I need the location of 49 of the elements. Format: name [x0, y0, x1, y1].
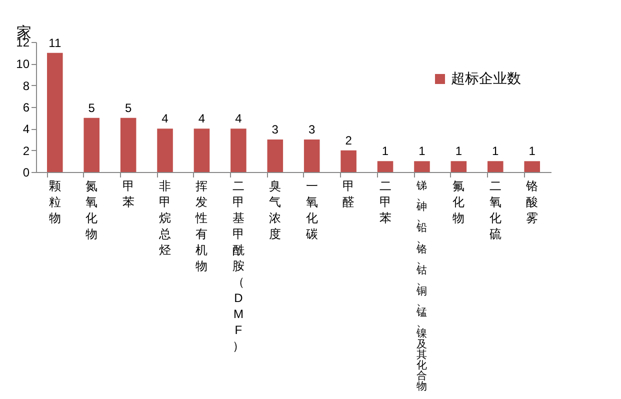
bar: [340, 150, 356, 172]
data-label: 3: [272, 122, 279, 136]
data-label: 1: [382, 144, 389, 158]
y-tick-label: 0: [22, 166, 30, 180]
x-tick-label: 甲苯: [122, 179, 134, 209]
data-label: 1: [492, 144, 500, 158]
data-label: 4: [198, 112, 206, 126]
x-tick-label: 一氧化碳: [304, 179, 318, 241]
bar: [47, 52, 63, 172]
x-tick-label: 氮氧化物: [86, 179, 98, 241]
bar: [524, 161, 540, 172]
category-label: 二甲基甲酰胺（DMF）: [232, 179, 244, 353]
bar: [377, 161, 394, 172]
x-tick-label: 臭气浓度: [269, 179, 282, 241]
data-label: 4: [235, 112, 242, 126]
x-tick-label: 挥发性有机物: [194, 179, 208, 273]
bar: [84, 118, 100, 172]
bar: [450, 161, 467, 172]
bar: [267, 140, 284, 172]
x-tick-label: 二甲苯: [379, 179, 392, 225]
data-label: 1: [418, 144, 426, 158]
x-tick-label: 颗粒物: [48, 179, 61, 225]
bar: [414, 161, 430, 172]
data-label: 11: [48, 36, 62, 50]
y-tick-label: 10: [16, 57, 30, 72]
x-tick-label: 铬酸雾: [525, 179, 538, 225]
data-label: 1: [528, 144, 536, 158]
data-label: 5: [88, 100, 96, 115]
data-label: 5: [124, 100, 132, 115]
category-label: 锑、砷、铅、铬、钴、铜、锰、镍及其化合物: [416, 180, 428, 392]
x-tick-label: 氟化物: [452, 179, 465, 225]
y-tick-label: 6: [22, 100, 30, 114]
x-tick-label: 二氧化硫: [489, 179, 502, 241]
bar: [194, 128, 210, 172]
data-label: 1: [455, 144, 462, 158]
x-tick-label: 非甲烷总烃: [158, 179, 172, 257]
data-label: 3: [308, 122, 316, 136]
bar: [487, 161, 504, 172]
bar: [157, 128, 173, 172]
bar: [304, 140, 320, 172]
data-label: 4: [162, 112, 169, 126]
bar: [230, 128, 246, 172]
y-tick-label: 4: [22, 122, 30, 136]
data-label: 2: [345, 133, 352, 148]
legend-label: 超标企业数: [451, 70, 521, 86]
x-tick-label: 甲醛: [342, 179, 355, 209]
y-tick-label: 2: [22, 144, 30, 158]
y-tick-label: 8: [22, 78, 30, 93]
bar: [120, 118, 136, 172]
